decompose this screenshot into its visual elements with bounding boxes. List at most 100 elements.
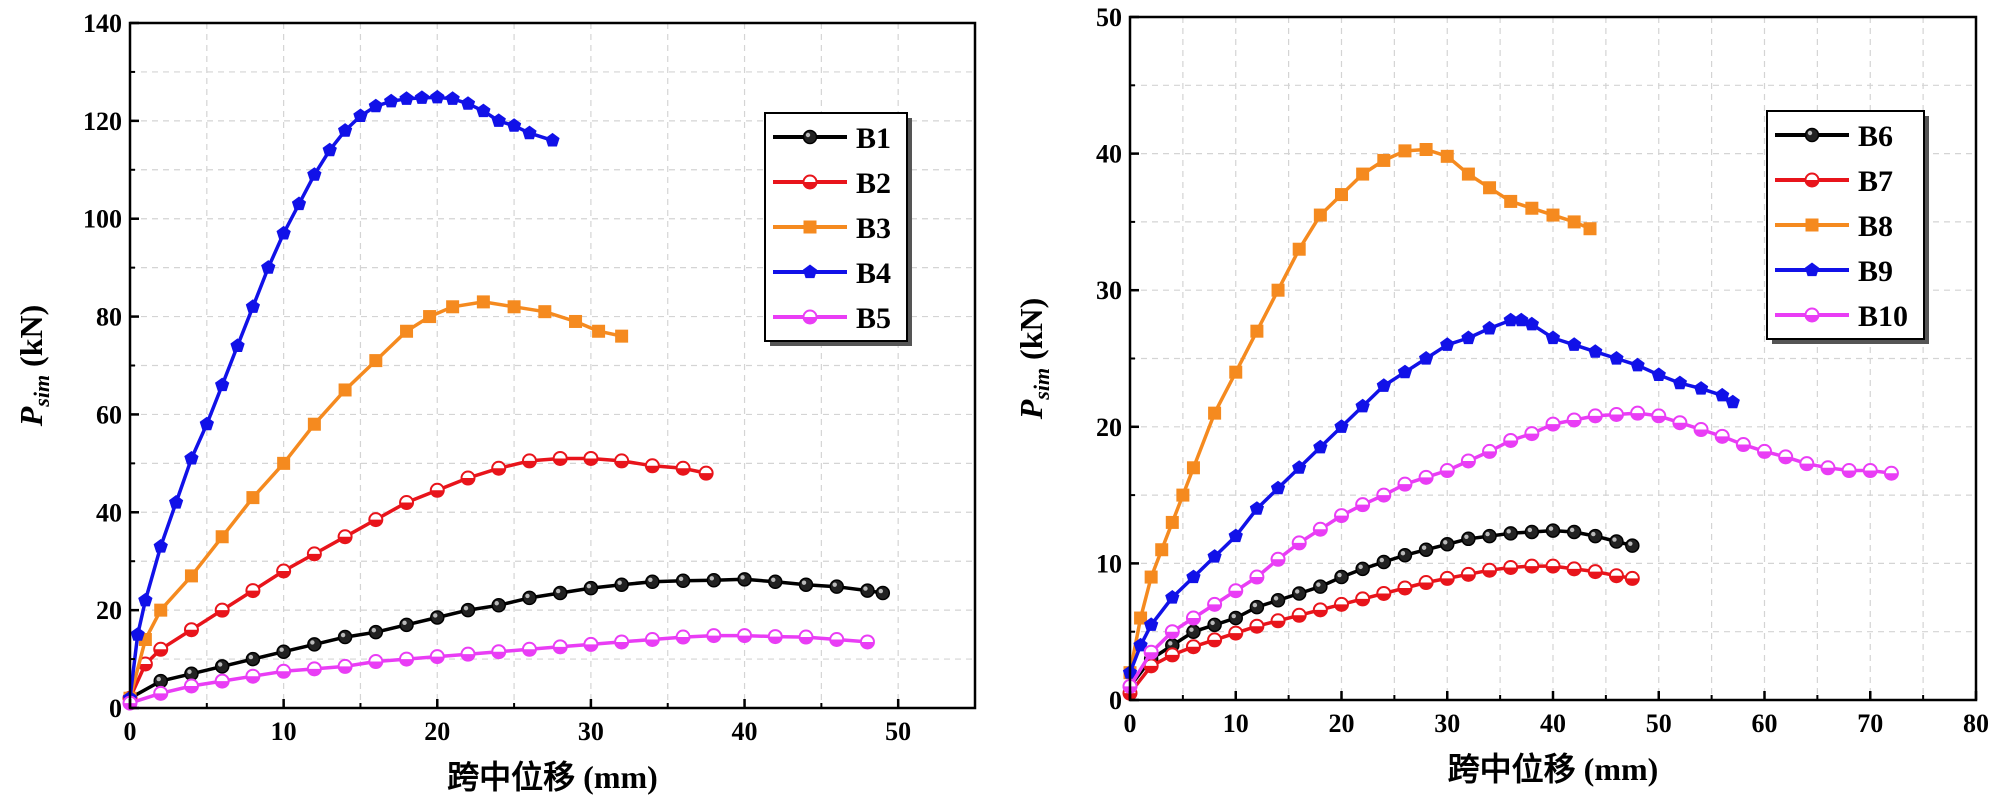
data-point-B1-highlight [156,676,161,682]
data-point-B10-fill [1419,477,1433,484]
data-point-B8 [1208,406,1222,420]
data-point-B5-fill [307,668,321,676]
data-point-B1 [829,579,844,594]
data-point-B9 [1228,528,1243,543]
legend-entry-B7: B7 [1775,165,1893,198]
data-point-B6 [1545,523,1561,538]
data-point-B6 [1186,624,1201,639]
legend-marker-B9 [1804,262,1820,277]
data-point-B3 [184,569,198,583]
data-point-B9 [1334,419,1349,433]
data-point-B6 [1249,599,1265,615]
data-point-B10-fill [1652,415,1666,423]
data-point-B9 [1133,637,1148,652]
data-point-B6-highlight [1210,620,1215,626]
data-point-B1 [675,573,691,589]
series-line-B9 [1128,318,1734,674]
data-point-B6-highlight [1485,531,1490,537]
data-point-B8 [1377,153,1391,167]
data-point-B1 [860,583,875,598]
data-point-B1-highlight [463,605,469,611]
data-point-B9 [1144,617,1159,631]
data-point-B4 [414,90,429,104]
legend-marker-B6 [1804,127,1820,143]
data-point-B7-fill [1165,654,1179,662]
data-point-B2-fill [400,502,414,509]
data-point-B7-fill [1335,604,1348,611]
data-point-B3 [400,324,414,338]
data-point-B7-fill [1525,566,1539,573]
series-B10 [1122,405,1899,694]
data-point-B8 [1356,167,1370,181]
data-point-B9 [1609,351,1624,365]
data-point-B3 [369,354,383,368]
series-B3 [123,295,629,705]
data-point-B7-fill [1144,665,1158,673]
data-point-B3 [446,300,460,314]
data-point-B1 [583,580,599,596]
data-point-B6 [1461,531,1476,547]
data-point-B6 [1397,547,1413,563]
data-point-B5-fill [430,656,444,664]
data-point-B6 [1270,593,1286,608]
data-point-B8 [1419,143,1433,157]
data-point-B9 [1249,501,1264,515]
data-point-B1-highlight [617,580,622,585]
data-point-B4 [399,91,414,105]
data-point-B4 [338,123,353,137]
data-point-B5-fill [738,635,752,643]
y-tick-label: 20 [1096,413,1122,442]
legend-label-B1: B1 [856,122,891,155]
legend-entry-B5: B5 [773,302,891,335]
data-point-B3 [507,300,521,314]
data-point-B1 [614,577,629,592]
data-point-B6-highlight [1421,545,1427,550]
data-point-B6-highlight [1464,534,1469,540]
data-point-B6 [1625,538,1640,553]
data-point-B5-fill [799,637,813,644]
data-point-B5-fill [768,636,782,644]
x-tick-label: 20 [424,717,450,746]
data-point-B8 [1250,324,1264,338]
y-tick-label: 0 [1109,686,1122,715]
x-tick-label: 20 [1329,709,1355,738]
y-tick-label: 0 [109,694,122,723]
data-point-B10-fill [1144,652,1158,659]
data-point-B1-highlight [494,601,499,606]
data-point-B6-highlight [1337,572,1342,578]
data-point-B8 [1483,181,1497,195]
data-point-B2-fill [184,629,198,637]
data-point-B10-fill [1694,429,1708,437]
data-point-B10-fill [1821,467,1835,475]
data-point-B10-fill [1398,484,1412,491]
data-point-B3 [538,305,552,319]
data-point-B1-highlight [371,627,377,633]
data-point-B10-fill [1356,504,1370,512]
data-point-B6-highlight [1358,564,1363,570]
data-point-B5-fill [553,646,567,654]
data-point-B10-fill [1736,444,1750,452]
y-tick-label: 20 [96,596,122,625]
data-point-B4 [153,539,168,553]
data-point-B6-highlight [1295,589,1300,594]
data-point-B1-highlight [217,662,223,667]
data-point-B3 [615,329,629,343]
data-point-B1-highlight [771,577,776,582]
data-point-B9 [1725,394,1740,409]
axes: 0 10 20 30 40 50 0 20 40 60 80 100 120 140 [83,9,911,746]
data-point-B4 [491,113,506,127]
data-point-B1 [184,666,199,681]
data-point-B10-fill [1673,422,1687,430]
data-point-B8 [1335,188,1348,202]
data-point-B1-highlight [279,647,284,652]
data-point-B1 [552,585,568,601]
data-point-B4 [307,167,322,181]
y-tick-label: 140 [83,9,122,38]
legend-marker-B5-fill [803,317,817,324]
data-point-B8 [1398,144,1412,158]
data-point-B7-fill [1250,626,1264,633]
data-point-B10-fill [1863,470,1877,478]
data-point-B10-fill [1271,559,1285,566]
data-point-B1 [245,651,261,667]
